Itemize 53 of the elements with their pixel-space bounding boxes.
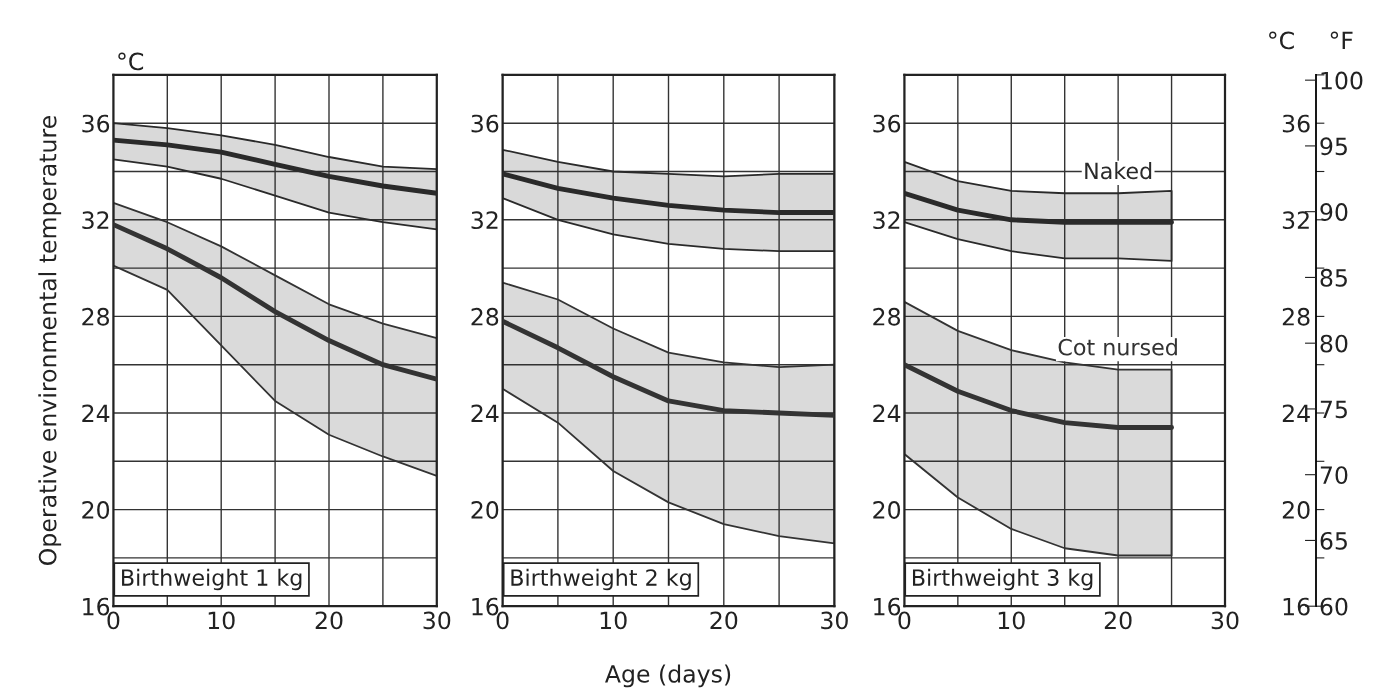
annotation: Birthweight 3 kg <box>912 568 1093 591</box>
y2-tick-label: 75 <box>1320 400 1347 419</box>
x-axis-title: Age (days) <box>605 664 731 688</box>
y3-tick-label: 32 <box>1282 211 1309 230</box>
text: °C <box>118 52 144 71</box>
y-tick-label: 24 <box>471 404 499 422</box>
y-tick-label: 24 <box>873 404 901 422</box>
x-tick-label: 20 <box>710 611 738 630</box>
y2-tick-label: 65 <box>1320 531 1347 550</box>
y-axis-title: Operative environmental temperature <box>38 116 62 565</box>
x-tick-label: 10 <box>600 611 627 630</box>
y-tick-label: 20 <box>82 501 110 519</box>
y2-tick-label: 70 <box>1320 466 1348 484</box>
x-tick-label: 30 <box>1211 611 1239 630</box>
x-tick-label: 0 <box>107 611 120 630</box>
y-tick-label: 20 <box>471 501 499 519</box>
text: °F <box>1330 31 1353 49</box>
y2-tick-label: 85 <box>1320 268 1347 287</box>
text: °C <box>1269 31 1294 50</box>
y2-tick-label: 90 <box>1320 203 1348 221</box>
y3-tick-label: 24 <box>1282 404 1310 422</box>
y3-tick-label: 36 <box>1282 114 1310 133</box>
x-tick-label: 20 <box>315 611 343 630</box>
y-tick-label: 32 <box>471 211 498 230</box>
x-tick-label: 10 <box>998 611 1025 630</box>
x-tick-label: 30 <box>423 611 451 630</box>
y-tick-label: 36 <box>82 114 110 133</box>
y-tick-label: 24 <box>82 404 110 422</box>
x-tick-label: 20 <box>1104 611 1132 630</box>
y-tick-label: 36 <box>471 114 499 133</box>
y2-tick-label: 95 <box>1320 137 1347 156</box>
x-tick-label: 30 <box>821 611 848 630</box>
x-tick-label: 0 <box>898 611 911 630</box>
series-label: Naked <box>1085 162 1152 180</box>
y2-tick-label: 100 <box>1321 71 1363 90</box>
y2-tick-label: 60 <box>1320 597 1348 616</box>
y3-tick-label: 20 <box>1282 501 1310 519</box>
y-tick-label: 20 <box>873 501 901 519</box>
annotation: Birthweight 1 kg <box>122 568 302 591</box>
y-tick-label: 16 <box>83 597 110 616</box>
y-tick-label: 28 <box>82 307 110 326</box>
y3-tick-label: 28 <box>1282 307 1310 326</box>
y3-tick-label: 16 <box>1283 597 1310 616</box>
y-tick-label: 36 <box>873 114 901 133</box>
y-tick-label: 28 <box>873 307 901 326</box>
text: Cot nursed <box>1058 338 1177 356</box>
annotation: Birthweight 2 kg <box>511 568 691 591</box>
y-tick-label: 16 <box>874 597 901 616</box>
y-tick-label: 28 <box>471 307 499 326</box>
x-tick-label: 10 <box>208 611 235 630</box>
y-tick-label: 32 <box>873 211 900 230</box>
y2-tick-label: 80 <box>1320 334 1348 353</box>
y-tick-label: 32 <box>82 211 109 230</box>
